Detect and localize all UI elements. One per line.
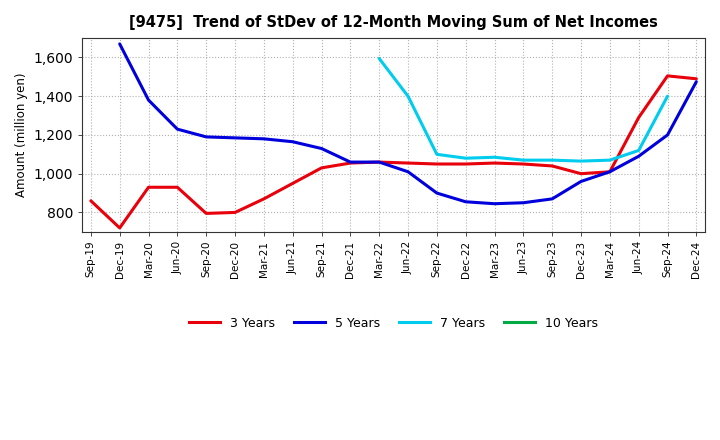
Y-axis label: Amount (million yen): Amount (million yen) [15,73,28,197]
Legend: 3 Years, 5 Years, 7 Years, 10 Years: 3 Years, 5 Years, 7 Years, 10 Years [184,312,603,335]
Title: [9475]  Trend of StDev of 12-Month Moving Sum of Net Incomes: [9475] Trend of StDev of 12-Month Moving… [129,15,658,30]
